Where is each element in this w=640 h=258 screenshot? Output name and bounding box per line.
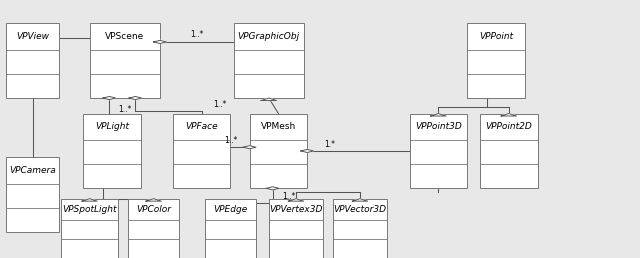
Bar (83, 114, 141, 188)
Text: 1..*: 1..* (213, 100, 226, 109)
Polygon shape (261, 98, 276, 101)
Text: VPVector3D: VPVector3D (333, 205, 387, 214)
Bar (480, 114, 538, 188)
Bar (173, 114, 230, 188)
Text: VPPoint3D: VPPoint3D (415, 123, 462, 132)
Text: VPPoint: VPPoint (479, 32, 513, 41)
Bar (6, 23, 59, 98)
Text: 1.*: 1.* (324, 140, 335, 149)
Bar (61, 199, 118, 258)
Polygon shape (146, 199, 161, 201)
Polygon shape (352, 199, 367, 201)
Bar (90, 23, 160, 98)
Text: 1..*: 1..* (190, 30, 204, 39)
Bar (410, 114, 467, 188)
Bar (128, 199, 179, 258)
Polygon shape (243, 146, 256, 149)
Text: VPEdge: VPEdge (213, 205, 248, 214)
Polygon shape (103, 96, 116, 100)
Text: VPCamera: VPCamera (9, 166, 56, 175)
Polygon shape (82, 199, 97, 201)
Bar (467, 23, 525, 98)
Bar (234, 23, 304, 98)
Text: VPGraphicObj: VPGraphicObj (237, 32, 300, 41)
Bar (269, 199, 323, 258)
Text: 1..*: 1..* (282, 192, 295, 201)
Bar (333, 199, 387, 258)
Text: 1..*: 1..* (224, 136, 237, 145)
Polygon shape (129, 96, 142, 100)
Text: VPScene: VPScene (105, 32, 145, 41)
Polygon shape (501, 114, 516, 116)
Bar (250, 114, 307, 188)
Text: VPVertex3D: VPVertex3D (269, 205, 323, 214)
Polygon shape (154, 40, 166, 44)
Polygon shape (431, 114, 446, 116)
Bar (6, 157, 59, 232)
Text: VPMesh: VPMesh (260, 123, 296, 132)
Polygon shape (301, 149, 314, 152)
Text: 1..*: 1..* (118, 105, 132, 114)
Text: VPFace: VPFace (186, 123, 218, 132)
Polygon shape (266, 187, 279, 190)
Polygon shape (288, 199, 304, 201)
Text: VPView: VPView (16, 32, 49, 41)
Text: VPSpotLight: VPSpotLight (62, 205, 117, 214)
Bar (205, 199, 256, 258)
Text: VPColor: VPColor (136, 205, 171, 214)
Text: VPLight: VPLight (95, 123, 129, 132)
Text: VPPoint2D: VPPoint2D (485, 123, 532, 132)
